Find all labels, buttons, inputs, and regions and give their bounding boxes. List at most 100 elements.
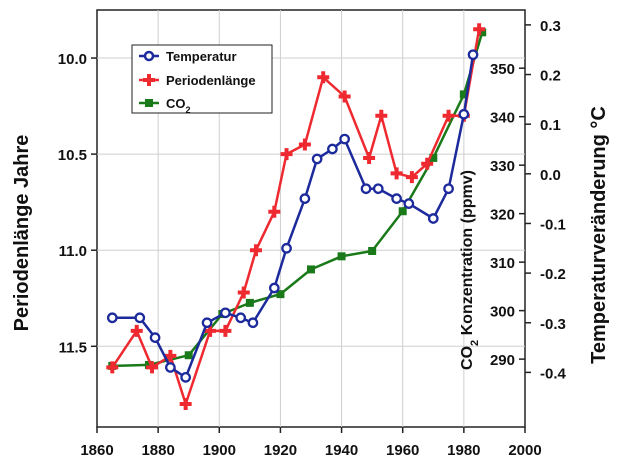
data-point-periodenlaenge: [268, 205, 281, 218]
left-axis-ticks: 10.0 10.5 11.0 11.5: [58, 51, 97, 356]
data-point-periodenlaenge: [164, 349, 177, 362]
data-point-temperatur: [403, 198, 415, 209]
data-point-periodenlaenge: [179, 397, 192, 410]
data-point-temperatur: [427, 213, 439, 224]
data-point-co2: [276, 290, 285, 299]
data-point-periodenlaenge: [405, 171, 418, 184]
data-point-temperatur: [299, 193, 311, 204]
right-outer-tick-label: -0.3: [540, 316, 566, 333]
data-point-periodenlaenge: [130, 324, 143, 337]
data-point-co2: [459, 90, 468, 99]
data-point-co2: [307, 265, 315, 274]
data-point-co2: [429, 153, 438, 162]
data-point-periodenlaenge: [106, 361, 119, 374]
data-point-temperatur: [165, 362, 176, 373]
data-point-temperatur: [391, 193, 402, 204]
data-point-periodenlaenge: [146, 361, 159, 374]
data-point-temperatur: [360, 183, 372, 195]
data-point-co2: [184, 351, 193, 360]
right-inner-tick-label: 300: [490, 304, 515, 321]
left-axis-title: Periodenlänge Jahre: [11, 135, 33, 332]
data-point-periodenlaenge: [375, 109, 388, 122]
data-point-temperatur: [106, 312, 118, 324]
right-outer-tick-label: -0.1: [540, 216, 566, 233]
data-point-co2: [245, 298, 254, 307]
series-line-periodenl-nge: [111, 28, 481, 406]
legend-periodenlaenge-label: Periodenlänge: [166, 73, 256, 88]
x-tick-label: 1960: [386, 442, 419, 459]
legend-co2-label-subscript: 2: [186, 105, 191, 115]
right-outer-tick-label: 0.1: [540, 117, 561, 134]
right-outer-axis-title: Temperaturveränderung °C: [588, 106, 610, 364]
legend-periodenlaenge-marker: [143, 74, 155, 86]
right-inner-title-subscript: 2: [469, 340, 481, 346]
right-outer-tick-label: 0.0: [540, 167, 561, 184]
data-point-periodenlaenge: [249, 244, 262, 257]
data-point-periodenlaenge: [219, 324, 232, 337]
legend-co2-label-co: CO: [166, 96, 186, 111]
right-inner-tick-label: 320: [490, 207, 515, 224]
left-tick-label: 10.0: [58, 51, 87, 68]
data-point-temperatur: [134, 312, 146, 324]
right-inner-tick-label: 350: [490, 61, 515, 78]
right-inner-tick-label: 340: [490, 110, 515, 127]
data-point-temperatur: [201, 317, 213, 329]
legend-temperatur-marker: [143, 50, 155, 62]
data-point-periodenlaenge: [442, 109, 455, 122]
series-layer: [106, 23, 487, 410]
data-point-temperatur: [443, 183, 454, 195]
data-point-periodenlaenge: [338, 90, 351, 103]
data-point-temperatur: [247, 317, 259, 329]
data-point-periodenlaenge: [473, 23, 486, 36]
x-tick-label: 1880: [141, 442, 174, 459]
right-inner-tick-label: 290: [490, 352, 515, 369]
left-tick-label: 10.5: [58, 147, 87, 164]
left-tick-label: 11.0: [59, 243, 87, 260]
data-point-temperatur: [327, 143, 338, 155]
x-axis-ticks: 1860 1880 1900 1920 1940 1960 1980 2000: [80, 427, 542, 459]
data-point-temperatur: [339, 133, 350, 145]
data-point-temperatur: [281, 242, 292, 254]
legend-temperatur-label: Temperatur: [166, 49, 237, 64]
x-tick-label: 1920: [264, 442, 297, 459]
data-point-periodenlaenge: [363, 151, 376, 164]
data-point-co2: [478, 28, 487, 37]
data-point-temperatur: [220, 307, 231, 319]
data-point-periodenlaenge: [237, 286, 250, 299]
legend-co2-label: CO2: [166, 96, 191, 115]
x-tick-label: 1940: [325, 442, 358, 459]
right-outer-axis-ticks: 0.3 0.2 0.1 0.0 -0.1 -0.2 -0.3 -0.4: [525, 18, 567, 382]
legend: Temperatur Periodenlänge CO2: [131, 44, 273, 115]
data-point-periodenlaenge: [298, 138, 311, 151]
data-point-temperatur: [458, 108, 470, 120]
right-inner-tick-label: 310: [490, 255, 515, 272]
data-point-co2: [398, 207, 407, 216]
series-temperatur: [106, 49, 479, 383]
right-inner-title-co: CO: [459, 346, 476, 370]
data-point-temperatur: [467, 49, 479, 61]
data-point-temperatur: [235, 312, 247, 324]
right-inner-title-rest: Konzentration (ppmv): [459, 170, 476, 340]
data-point-periodenlaenge: [390, 167, 403, 180]
series-periodenl-nge: [106, 23, 486, 410]
data-point-periodenlaenge: [421, 157, 434, 170]
right-outer-tick-label: -0.2: [540, 266, 566, 283]
x-tick-label: 2000: [508, 442, 541, 459]
data-point-temperatur: [180, 372, 192, 383]
data-point-co2: [144, 360, 153, 369]
data-point-periodenlaenge: [317, 71, 330, 84]
right-inner-axis-ticks: 350 340 330 320 310 300 290: [490, 61, 525, 369]
data-point-temperatur: [149, 332, 161, 343]
right-outer-tick-label: 0.2: [540, 68, 561, 85]
data-point-temperatur: [268, 282, 280, 294]
x-tick-label: 1860: [80, 442, 113, 459]
legend-co2-marker: [145, 99, 153, 107]
data-point-temperatur: [372, 183, 384, 195]
data-point-periodenlaenge: [280, 148, 293, 161]
right-outer-tick-label: 0.3: [540, 18, 561, 35]
data-point-temperatur: [311, 153, 323, 165]
x-tick-label: 1900: [203, 442, 236, 459]
right-outer-tick-label: -0.4: [540, 365, 567, 382]
right-inner-tick-label: 330: [490, 158, 515, 175]
